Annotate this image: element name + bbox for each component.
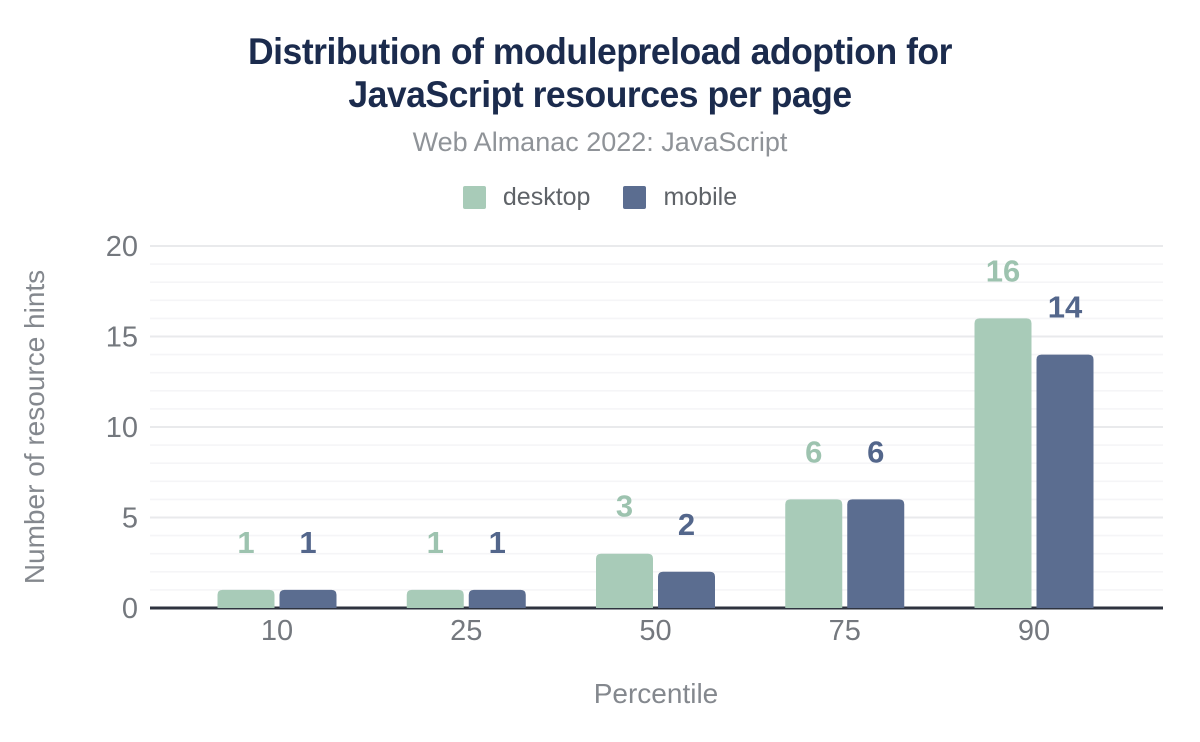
bar-desktop-10 [217, 589, 275, 608]
chart-title: Distribution of modulepreload adoption f… [24, 30, 1176, 116]
y-tick-label-0: 0 [122, 593, 138, 625]
y-tick-label-20: 20 [106, 231, 138, 263]
x-tick-label-25: 25 [450, 615, 482, 647]
bar-chart-canvas: 0 5 10 15 20 10 1 1 25 1 1 50 3 2 75 6 6 90 16 14 Number of… [19, 231, 1163, 709]
chart-legend: desktop mobile [0, 183, 1200, 212]
value-label-desktop-75: 6 [805, 434, 822, 469]
legend-item-mobile: mobile [623, 183, 737, 212]
value-label-desktop-90: 16 [986, 253, 1020, 288]
value-label-mobile-90: 14 [1048, 290, 1083, 325]
x-tick-label-75: 75 [829, 615, 861, 647]
bar-desktop-90 [974, 318, 1032, 608]
value-label-mobile-50: 2 [678, 507, 695, 542]
value-label-mobile-25: 1 [489, 525, 506, 560]
bar-desktop-50 [596, 553, 653, 608]
x-axis-title: Percentile [594, 678, 719, 709]
bar-mobile-75 [847, 499, 905, 608]
chart-title-line2: JavaScript resources per page [348, 74, 852, 115]
value-label-desktop-10: 1 [237, 525, 254, 560]
bar-mobile-50 [658, 571, 715, 608]
bar-desktop-75 [785, 499, 843, 608]
legend-swatch-mobile-icon [623, 186, 647, 209]
value-label-mobile-10: 1 [299, 525, 316, 560]
legend-item-desktop: desktop [462, 183, 591, 212]
x-tick-label-10: 10 [261, 615, 293, 647]
labels-layer: 0 5 10 15 20 10 1 1 25 1 1 50 3 2 75 6 6 90 16 14 [106, 231, 1083, 647]
y-tick-label-10: 10 [106, 412, 138, 444]
legend-swatch-desktop-icon [462, 186, 486, 209]
bars-layer [217, 318, 1094, 608]
x-axis-line [150, 606, 1163, 610]
chart-title-line1: Distribution of modulepreload adoption f… [247, 31, 952, 72]
chart-subtitle: Web Almanac 2022: JavaScript [412, 127, 788, 157]
bar-mobile-90 [1036, 354, 1094, 608]
x-tick-label-50: 50 [639, 615, 671, 647]
legend-label-desktop: desktop [502, 183, 591, 211]
bar-mobile-10 [279, 589, 337, 608]
bar-mobile-25 [468, 589, 526, 608]
y-tick-label-5: 5 [122, 503, 138, 535]
value-label-desktop-25: 1 [427, 525, 444, 560]
x-tick-label-90: 90 [1018, 615, 1050, 647]
bar-desktop-25 [406, 589, 464, 608]
value-label-mobile-75: 6 [867, 434, 884, 469]
legend-label-mobile: mobile [663, 183, 738, 211]
y-axis-title: Number of resource hints [19, 270, 50, 584]
value-label-desktop-50: 3 [616, 489, 633, 524]
y-tick-label-15: 15 [106, 322, 138, 354]
